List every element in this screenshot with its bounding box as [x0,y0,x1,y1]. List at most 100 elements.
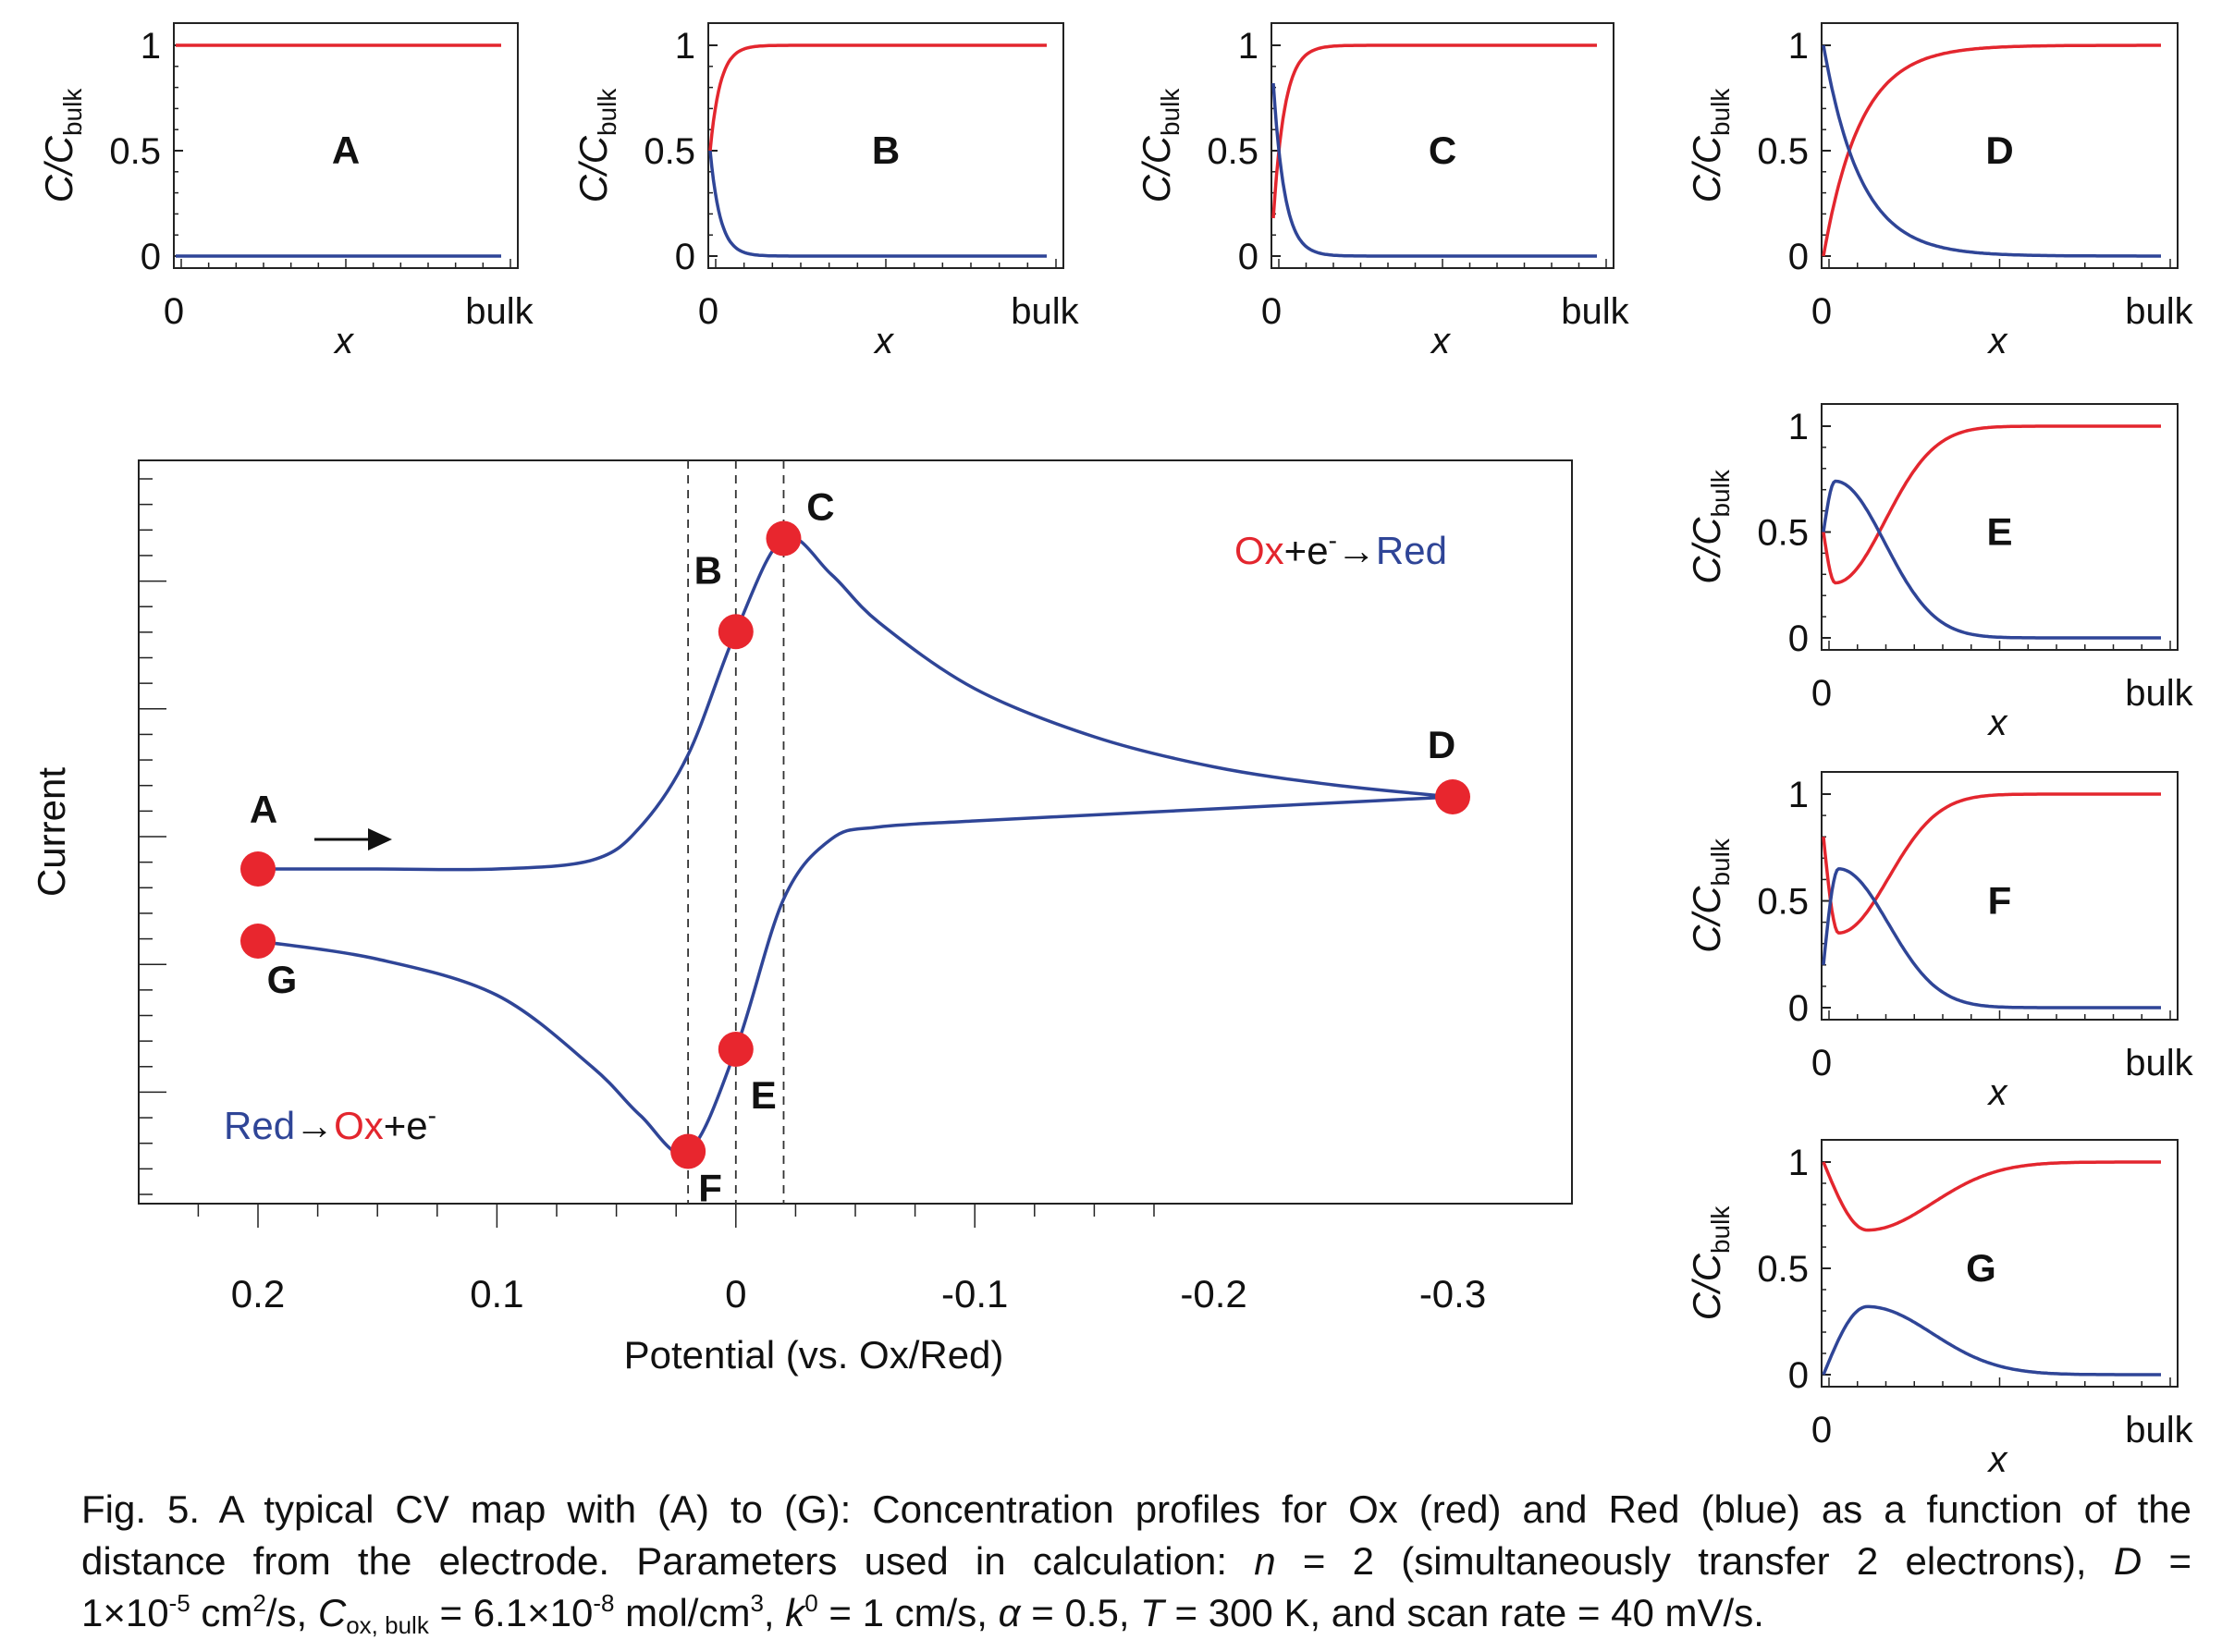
cv-x-tick-label: -0.3 [1419,1272,1486,1315]
profile-x-axis-label: x [873,321,895,361]
profile-y-tick-label: 1 [675,26,695,67]
profile-panel-label: B [872,128,900,172]
ox-concentration-line [1822,43,2161,257]
cv-x-tick-label: 0.1 [470,1272,523,1315]
cv-point-label-b: B [694,548,722,592]
profile-y-axis-label: C/Cbulk [1685,88,1735,203]
profile-y-tick-label: 0 [1238,237,1258,277]
red-concentration-line [708,150,1047,258]
cv-point-b [718,614,754,650]
profile-y-axis-label: C/Cbulk [1135,88,1185,203]
red-concentration-line [1822,479,2161,640]
profile-y-tick-label: 0 [1788,618,1809,659]
profile-y-tick-label: 1 [141,26,161,67]
cv-point-label-e: E [751,1073,777,1117]
profile-x-axis-label: x [1987,1072,2009,1113]
ox-concentration-line [708,43,1047,152]
ox-concentration-line [1822,792,2161,935]
ox-concentration-line [1822,1160,2161,1232]
cv-forward-scan-line [258,534,1454,872]
profile-x-axis-label: x [1987,1439,2009,1479]
profile-panel-label: G [1966,1246,1996,1290]
profile-y-tick-label: 0.5 [1757,131,1809,172]
cv-x-tick-label: -0.1 [941,1272,1008,1315]
cv-point-label-f: F [698,1167,722,1210]
profile-x-tick-bulk: bulk [2125,673,2193,714]
profile-x-tick-bulk: bulk [2125,291,2193,332]
profile-y-tick-label: 0 [1788,1355,1809,1396]
profile-x-tick-bulk: bulk [2125,1410,2193,1450]
cv-y-axis-label: Current [30,767,73,897]
caption-line-2: distance from the electrode. Parameters … [81,1539,2191,1583]
profile-y-axis-label: C/Cbulk [37,88,87,203]
cv-point-g [240,924,276,959]
profile-y-axis-label: C/Cbulk [571,88,621,203]
cv-point-label-d: D [1428,723,1455,766]
profile-y-tick-label: 1 [1788,1143,1809,1183]
profile-x-axis-label: x [1987,703,2009,743]
cv-x-tick-label: -0.2 [1180,1272,1246,1315]
profile-panel-label: F [1988,879,2012,923]
ox-concentration-line [1822,424,2161,585]
profile-panel-label: D [1985,128,2013,172]
profile-panel-g: 0 0.5 1 0 bulk x C/Cbulk G [1685,1139,2194,1479]
profile-x-axis-label: x [1430,321,1452,361]
profile-panel-c: 0 0.5 1 0 bulk x C/Cbulk C [1135,22,1630,361]
profile-x-tick-bulk: bulk [1011,291,1079,332]
profile-frame [1821,1139,2179,1388]
oxidation-label: Red→Ox+e- [224,1101,436,1147]
profile-y-tick-label: 0.5 [109,131,161,172]
profile-panel-d: 0 0.5 1 0 bulk x C/Cbulk D [1685,22,2194,361]
profile-panel-b: 0 0.5 1 0 bulk x C/Cbulk B [571,22,1080,361]
profile-y-tick-label: 1 [1788,407,1809,447]
profile-panel-label: E [1986,510,2012,554]
profile-y-tick-label: 0.5 [1207,131,1258,172]
profile-x-tick-zero: 0 [1811,291,1832,332]
profile-x-tick-bulk: bulk [465,291,534,332]
cv-point-a [240,851,276,887]
profile-y-tick-label: 0 [1788,237,1809,277]
profile-x-tick-zero: 0 [1261,291,1282,332]
profile-y-tick-label: 1 [1788,775,1809,815]
profile-y-axis-label: C/Cbulk [1685,1205,1735,1321]
cv-reverse-scan-line [257,795,1454,1156]
caption-line-1: Fig. 5. A typical CV map with (A) to (G)… [81,1487,2191,1531]
cv-x-tick-label: 0 [725,1272,746,1315]
cv-point-f [670,1133,706,1169]
profile-x-tick-zero: 0 [1811,673,1832,714]
profile-x-axis-label: x [333,321,355,361]
profile-y-axis-label: C/Cbulk [1685,838,1735,953]
cv-x-axis-label: Potential (vs. Ox/Red) [624,1333,1004,1377]
cv-point-label-c: C [806,485,834,529]
profile-panel-e: 0 0.5 1 0 bulk x C/Cbulk E [1685,403,2194,743]
profile-y-tick-label: 0 [675,237,695,277]
profile-panel-a: 0 0.5 1 0 bulk x C/Cbulk A [37,22,534,361]
cv-main-chart: 0.2 0.1 0 -0.1 -0.2 -0.3 Potential (vs. Ox/Red… [30,459,1573,1377]
reduction-label: Ox+e-→Red [1234,526,1447,572]
profile-y-tick-label: 1 [1788,26,1809,67]
cv-point-e [718,1032,754,1067]
profile-x-tick-zero: 0 [164,291,184,332]
red-concentration-line [1822,1304,2161,1377]
profile-y-tick-label: 0 [141,237,161,277]
profile-x-tick-bulk: bulk [1561,291,1629,332]
profile-y-axis-label: C/Cbulk [1685,469,1735,584]
scan-direction-arrow-head [368,828,392,850]
profile-y-tick-label: 1 [1238,26,1258,67]
cv-point-label-a: A [250,788,277,831]
caption-line-3: 1×10-5 cm2/s, Cox, bulk = 6.1×10-8 mol/c… [81,1589,1764,1639]
profile-panel-label: A [332,128,360,172]
red-concentration-line [1822,44,2161,258]
cv-point-label-g: G [267,958,298,1001]
profile-panel-f: 0 0.5 1 0 bulk x C/Cbulk F [1685,771,2194,1113]
cv-x-tick-label: 0.2 [231,1272,285,1315]
figure-caption: Fig. 5. A typical CV map with (A) to (G)… [81,1484,2191,1639]
cv-point-c [766,520,802,557]
profile-y-tick-label: 0.5 [1757,1249,1809,1290]
profile-y-tick-label: 0 [1788,988,1809,1029]
profile-x-tick-zero: 0 [1811,1410,1832,1450]
profile-y-tick-label: 0.5 [1757,882,1809,923]
profile-x-tick-zero: 0 [1811,1043,1832,1083]
profile-y-tick-label: 0.5 [644,131,695,172]
profile-x-axis-label: x [1987,321,2009,361]
